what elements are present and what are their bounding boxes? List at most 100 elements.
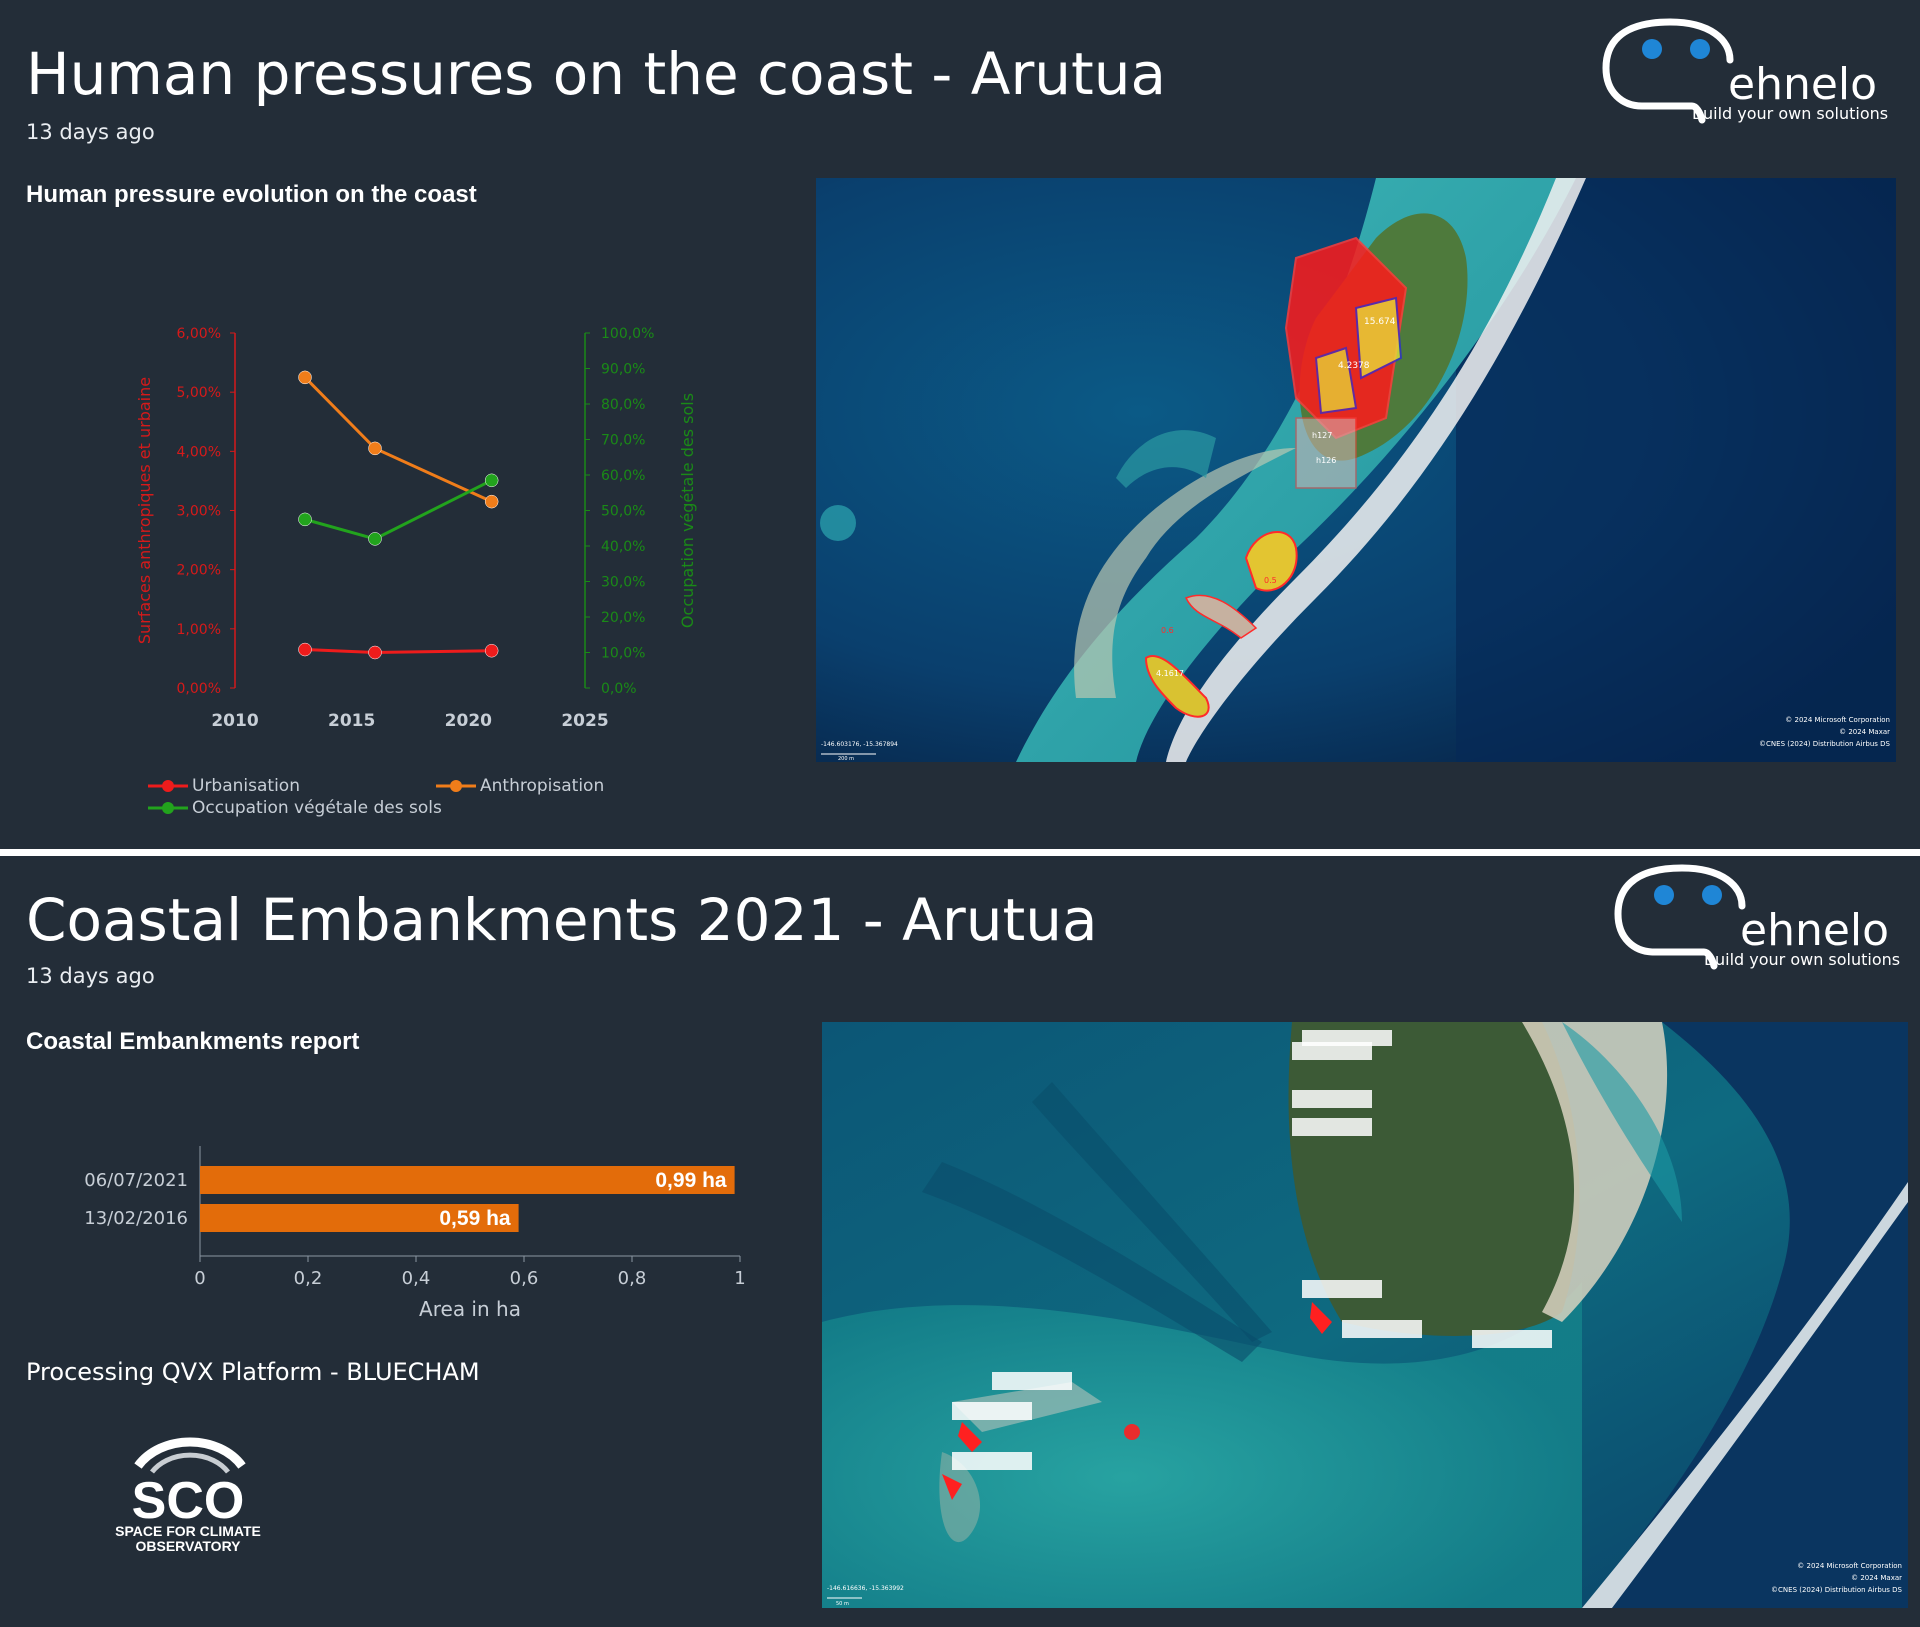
map-label: 15.674 <box>1364 317 1396 327</box>
x-axis-label: Area in ha <box>419 1297 521 1321</box>
embankment-bar-chart: 0 0,2 0,4 0,6 0,8 1 06/07/2021 0,99 ha 13/02/201… <box>84 1146 746 1321</box>
map-attribution: © 2024 Maxar <box>1839 728 1890 736</box>
data-point <box>298 642 312 657</box>
y-tick-label: 0,00% <box>177 681 221 697</box>
series-line <box>304 648 492 655</box>
x-tick-label: 2025 <box>561 711 608 731</box>
scale-label: 50 m <box>836 1601 849 1607</box>
sco-mark: SCO <box>132 1472 245 1530</box>
page-title: Human pressures on the coast - Arutua <box>26 40 1167 108</box>
legend-item-anthropisation: Anthropisation <box>436 776 604 796</box>
y2-tick-label: 40,0% <box>601 539 645 555</box>
logo-bubble-icon <box>1614 864 1718 970</box>
chart-legend: Urbanisation Anthropisation Occupation v… <box>148 776 648 836</box>
ehnelo-logo: ehnelo Build your own solutions <box>1602 18 1888 124</box>
data-point <box>368 645 382 660</box>
sco-arc-icon <box>134 1437 246 1469</box>
urbanisation-swatch-icon <box>148 780 188 792</box>
processing-note: Processing QVX Platform - BLUECHAM <box>26 1358 480 1386</box>
y-tick-label: 2,00% <box>177 563 221 579</box>
logo-tagline: Build your own solutions <box>1692 104 1888 123</box>
x-tick-label: 0,8 <box>618 1268 647 1289</box>
bar <box>200 1204 519 1232</box>
legend-label: Anthropisation <box>480 776 605 796</box>
category-label: 06/07/2021 <box>84 1170 188 1191</box>
x-tick-label: 0 <box>194 1268 205 1289</box>
y-tick-label: 3,00% <box>177 504 221 520</box>
y2-tick-label: 50,0% <box>601 504 645 520</box>
series-line <box>303 376 493 503</box>
y-tick-label: 4,00% <box>177 444 221 460</box>
y-tick-label: 5,00% <box>177 385 221 401</box>
legend-label: Urbanisation <box>192 776 300 796</box>
map-attribution: © 2024 Microsoft Corporation <box>1797 1562 1902 1570</box>
data-point <box>368 532 382 546</box>
map-label: 0.6 <box>1161 626 1174 635</box>
page-title: Coastal Embankments 2021 - Arutua <box>26 886 1098 954</box>
chart-title: Coastal Embankments report <box>26 1028 360 1055</box>
logo-name: ehnelo <box>1740 905 1889 956</box>
coastal-embankments-panel: Coastal Embankments 2021 - Arutua 13 day… <box>0 856 1920 1627</box>
map-label: 0.5 <box>1264 576 1277 585</box>
logo-bubble-icon <box>1602 18 1706 124</box>
data-point <box>298 512 312 527</box>
legend-label: Occupation végétale des sols <box>192 798 442 818</box>
bar <box>200 1166 735 1194</box>
x-tick-label: 2010 <box>211 711 258 731</box>
y-axis-label: Surfaces anthropiques et urbaine <box>135 377 154 644</box>
x-tick-label: 2020 <box>445 711 492 731</box>
map-label: h126 <box>1316 456 1336 465</box>
x-tick-label: 0,4 <box>402 1268 431 1289</box>
x-tick-label: 2015 <box>328 711 375 731</box>
map-label: h127 <box>1312 431 1332 440</box>
y2-axis-label: Occupation végétale des sols <box>678 393 697 628</box>
data-point <box>298 370 312 385</box>
legend-item-vegetation: Occupation végétale des sols <box>148 798 442 818</box>
y-tick-label: 6,00% <box>177 326 221 342</box>
scale-label: 200 m <box>838 756 854 762</box>
y2-tick-label: 30,0% <box>601 575 645 591</box>
map-coordinates: -146.616636, -15.363992 <box>827 1585 904 1592</box>
data-point <box>484 643 499 658</box>
human-pressure-panel: Human pressures on the coast - Arutua 13… <box>0 0 1920 849</box>
data-point <box>484 494 499 509</box>
map-attribution: © 2024 Microsoft Corporation <box>1785 716 1890 724</box>
data-point <box>484 473 499 488</box>
y2-tick-label: 90,0% <box>601 362 645 378</box>
map-label: 4.2378 <box>1338 361 1370 371</box>
satellite-map-image: 15.674 4.2378 h127 h126 0.5 0.6 4.1617 -… <box>816 178 1896 762</box>
x-tick-label: 0,6 <box>510 1268 539 1289</box>
data-point <box>368 441 382 456</box>
timestamp: 13 days ago <box>26 964 155 988</box>
y2-tick-label: 70,0% <box>601 433 645 449</box>
chart-title: Human pressure evolution on the coast <box>26 181 477 208</box>
sco-line1: SPACE FOR CLIMATE <box>115 1523 261 1539</box>
y2-tick-label: 80,0% <box>601 397 645 413</box>
timestamp: 13 days ago <box>26 120 155 144</box>
map-attribution: ©CNES (2024) Distribution Airbus DS <box>1759 740 1891 748</box>
pressure-line-chart: 0,00% 1,00% 2,00% 3,00% 4,00% 5,00% 6,00% 0,0% 1… <box>135 326 697 731</box>
y2-tick-label: 100,0% <box>601 326 654 342</box>
category-label: 13/02/2016 <box>84 1208 188 1229</box>
logo-tagline: Build your own solutions <box>1704 950 1900 969</box>
logo-dot-icon <box>1642 39 1662 59</box>
logo-dot-icon <box>1654 885 1674 905</box>
y-tick-label: 1,00% <box>177 622 221 638</box>
map-attribution: © 2024 Maxar <box>1851 1574 1902 1582</box>
bar-value-label: 0,59 ha <box>439 1207 511 1230</box>
map-attribution: ©CNES (2024) Distribution Airbus DS <box>1771 1586 1903 1594</box>
anthropisation-swatch-icon <box>436 780 476 792</box>
logo-dot-icon <box>1702 885 1722 905</box>
sco-line2: OBSERVATORY <box>135 1538 241 1554</box>
y2-tick-label: 60,0% <box>601 468 645 484</box>
x-tick-label: 0,2 <box>294 1268 323 1289</box>
y2-tick-label: 10,0% <box>601 646 645 662</box>
x-tick-label: 1 <box>734 1268 745 1289</box>
sco-logo: SCO SPACE FOR CLIMATE OBSERVATORY <box>115 1437 261 1554</box>
logo-dot-icon <box>1690 39 1710 59</box>
map-label: 4.1617 <box>1156 669 1184 678</box>
vegetation-swatch-icon <box>148 802 188 814</box>
map-coordinates: -146.603176, -15.367894 <box>821 741 898 748</box>
satellite-map-image: -146.616636, -15.363992 50 m © 2024 Micr… <box>822 1022 1908 1608</box>
logo-name: ehnelo <box>1728 59 1877 110</box>
